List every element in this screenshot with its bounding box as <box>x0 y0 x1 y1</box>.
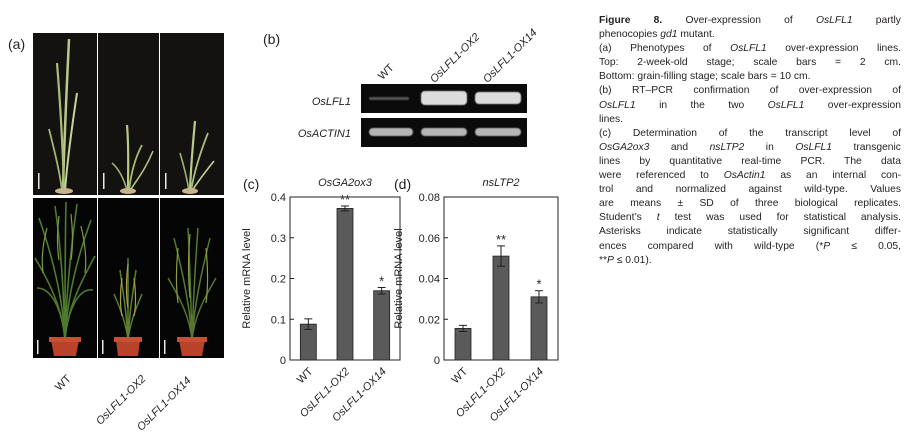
seedling-photo-wt <box>33 33 97 195</box>
mature-plant-illustration <box>102 258 143 356</box>
y-tick-label: 0.02 <box>419 314 440 326</box>
caption-text: phenocopies <box>599 29 658 41</box>
y-tick-label: 0.2 <box>271 274 286 286</box>
gene-label-osactin1: OsACTIN1 <box>297 128 351 140</box>
caption-gene: gd1 <box>660 29 678 41</box>
caption-text: lines by quantitative real-time PCR. The… <box>599 155 901 167</box>
band-osactin1-ox14 <box>475 128 521 136</box>
caption-text: in the two <box>659 99 745 111</box>
panel-label-c: (c) <box>243 176 260 192</box>
y-axis-label: Relative mRNA level <box>241 228 253 328</box>
gel-strip-oslfl1 <box>361 84 527 113</box>
band-oslfl1-ox2 <box>421 91 467 105</box>
y-axis-label: Relative mRNA level <box>393 228 405 328</box>
caption-text: over-expression lines. <box>785 43 901 55</box>
caption-text: (b) RT–PCR confirmation of over-expressi… <box>599 85 901 97</box>
caption-text: ences compared with wild-type (* <box>599 240 824 252</box>
caption-text: lines. <box>599 113 624 125</box>
photo-label-wt: WT <box>53 372 74 394</box>
seedling-illustration <box>38 38 78 194</box>
caption-text: over-expression <box>827 99 901 111</box>
y-tick-label: 0.3 <box>271 233 286 245</box>
lane-label-ox14: OsLFL1-OX14 <box>481 26 540 86</box>
caption-text: test was used for statistical analysis. <box>674 212 901 224</box>
seedling-illustration <box>165 120 215 194</box>
x-category-label: WT <box>450 365 471 386</box>
gene-label-oslfl1: OsLFL1 <box>311 96 351 108</box>
bar <box>530 296 548 361</box>
caption-gene: OsGA2ox3 <box>599 141 650 153</box>
caption-gene: OsLFL1 <box>599 99 636 111</box>
lane-label-wt: WT <box>376 61 397 83</box>
y-tick-label: 0.1 <box>271 314 286 326</box>
figure-caption: Figure 8. Over-expression of OsLFL1 part… <box>599 14 901 268</box>
caption-text: trol and normalized against wild-type. V… <box>599 184 901 196</box>
caption-text: and <box>670 141 689 153</box>
lane-label-ox2: OsLFL1-OX2 <box>428 31 483 86</box>
x-category-label: WT <box>295 365 316 386</box>
caption-text: ** <box>599 254 608 266</box>
caption-gene: OsActin1 <box>723 170 766 182</box>
caption-text: ≤ 0.01). <box>616 254 652 266</box>
band-osactin1-ox2 <box>421 128 467 136</box>
caption-gene: OsLFL1 <box>795 141 832 153</box>
caption-text: are means ± SD of three biological repli… <box>599 198 901 210</box>
panel-label-d: (d) <box>394 176 412 192</box>
significance-label: ** <box>340 192 350 207</box>
mature-plant-photo-wt <box>33 198 97 358</box>
caption-text: in <box>765 141 774 153</box>
gel-strip-osactin1 <box>361 118 527 147</box>
seedling-illustration <box>103 124 154 194</box>
caption-text: Student’s <box>599 212 642 224</box>
bar <box>454 328 472 361</box>
seedling-photo-ox14 <box>160 33 224 195</box>
band-oslfl1-wt <box>369 97 409 100</box>
caption-gene: OsLFL1 <box>767 99 805 111</box>
caption-text: were referenced to <box>599 170 709 182</box>
caption-figure-number: Figure 8. <box>599 15 663 26</box>
y-tick-label: 0.04 <box>419 274 440 286</box>
y-tick-label: 0.06 <box>419 233 440 245</box>
caption-gene: OsLFL1 <box>815 15 853 26</box>
panel-label-a: (a) <box>8 36 26 52</box>
caption-text: partly <box>875 15 901 26</box>
band-oslfl1-ox14 <box>475 92 521 104</box>
caption-italic: P <box>823 240 831 252</box>
significance-label: ** <box>496 232 506 247</box>
caption-text: Bottom: grain-filling stage; scale bars … <box>599 71 811 83</box>
y-tick-label: 0 <box>434 355 440 367</box>
caption-text: Asterisks indicate statistically signifi… <box>599 226 901 238</box>
band-osactin1-wt <box>369 128 413 136</box>
panel-label-b: (b) <box>263 31 281 47</box>
caption-text: transgenic <box>853 141 901 153</box>
mature-plant-photo-ox14 <box>160 198 224 358</box>
caption-text: (c) Determination of the transcript leve… <box>599 127 901 139</box>
chart-nsltp2: nsLTP2 0 0.02 0.04 0.06 0.08 Relative mRNA lev… <box>393 177 559 424</box>
significance-label: * <box>536 277 541 292</box>
bar <box>336 208 354 361</box>
caption-text: mutant. <box>680 29 715 41</box>
mature-plant-photo-ox2 <box>98 198 159 358</box>
caption-gene: OsLFL1 <box>730 43 767 55</box>
chart-title: OsGA2ox3 <box>318 177 373 189</box>
caption-gene: nsLTP2 <box>709 141 745 153</box>
caption-italic: t <box>656 212 660 224</box>
y-tick-label: 0.4 <box>271 192 286 204</box>
caption-italic: P <box>607 254 614 266</box>
caption-text: as an internal con- <box>780 170 901 182</box>
mature-plant-illustration <box>164 227 217 356</box>
caption-text: ≤ 0.05, <box>851 240 901 252</box>
caption-text: Over-expression of <box>685 15 793 26</box>
y-tick-label: 0.08 <box>419 192 440 204</box>
chart-title: nsLTP2 <box>482 177 519 189</box>
y-tick-label: 0 <box>280 355 286 367</box>
caption-text: (a) Phenotypes of <box>599 43 712 55</box>
significance-label: * <box>379 273 384 288</box>
chart-osga2ox3: OsGA2ox3 0 0.1 0.2 0.3 0.4 Relative mRNA level… <box>241 177 401 424</box>
caption-text: Top: 2-week-old stage; scale bars = 2 cm… <box>599 57 901 69</box>
bar <box>492 255 510 361</box>
mature-plant-illustration <box>34 201 96 356</box>
seedling-photo-ox2 <box>98 33 159 195</box>
